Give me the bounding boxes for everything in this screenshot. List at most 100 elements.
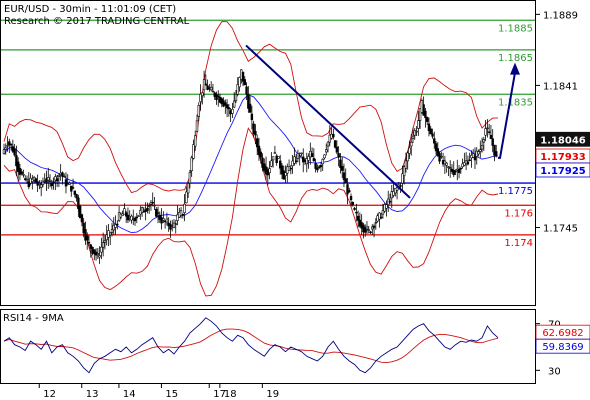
candle-body	[114, 224, 117, 228]
candle-body	[293, 156, 296, 164]
candle-body	[332, 133, 335, 138]
candle-body	[194, 135, 197, 147]
candle-body	[93, 249, 96, 255]
candle-body	[179, 210, 183, 216]
candle-body	[289, 167, 293, 170]
candle-body	[103, 240, 107, 243]
candle-body	[87, 241, 91, 244]
candle-body	[294, 160, 298, 162]
candle-body	[466, 161, 470, 165]
candle-body	[314, 163, 317, 169]
candle-body	[273, 152, 277, 154]
candle-body	[431, 133, 434, 137]
candle-body	[38, 183, 41, 185]
candle-body	[468, 159, 471, 161]
candle-body	[140, 207, 144, 213]
candle-body	[348, 190, 351, 193]
candle-body	[298, 155, 301, 157]
candle-body	[365, 226, 369, 230]
price-tags: 1.18046 1.17933 1.17925	[535, 131, 590, 178]
price-tag-box	[535, 131, 590, 147]
candle-body	[257, 145, 261, 156]
candle-body	[174, 223, 177, 225]
candle-body	[137, 215, 140, 217]
rsi-tag-62.6982: 62.6982	[542, 328, 583, 339]
candle-body	[100, 246, 103, 253]
candle-body	[8, 141, 11, 146]
candle-body	[307, 156, 310, 161]
candle-body	[413, 130, 416, 136]
candle-body	[61, 172, 64, 177]
candle-body	[305, 158, 308, 165]
candle-body	[225, 104, 229, 109]
candle-body	[367, 229, 370, 231]
candle-body	[4, 147, 7, 150]
price-levels: 1.1885 1.1865 1.1835 1.1775 1.176 1.174	[1, 19, 535, 249]
candle-body	[491, 138, 494, 146]
candle-body	[63, 175, 66, 178]
candle-body	[6, 145, 9, 147]
candle-body	[392, 191, 395, 196]
candle-body	[16, 161, 20, 172]
candle-body	[399, 185, 402, 187]
candle-body	[300, 152, 303, 155]
candle-body	[440, 155, 443, 158]
candle-body	[185, 191, 188, 204]
candle-body	[78, 205, 82, 219]
downtrend-line	[245, 44, 411, 199]
candle-body	[96, 253, 100, 255]
candle-body	[372, 225, 376, 228]
candle-body	[378, 212, 381, 220]
candle-body	[277, 156, 280, 159]
candle-body	[186, 183, 190, 194]
candle-body	[188, 172, 192, 184]
candle-body	[410, 141, 413, 147]
candle-body	[477, 151, 480, 155]
time-axis-label-12: 12	[43, 389, 56, 400]
candle-body	[268, 168, 271, 174]
candle-body	[71, 187, 75, 189]
candle-body	[236, 84, 239, 95]
candle-body	[55, 178, 59, 182]
candles	[2, 69, 498, 264]
candle-body	[169, 224, 172, 230]
candle-body	[479, 149, 482, 152]
candle-body	[110, 229, 114, 233]
price-tag-1.17925: 1.17925	[540, 166, 586, 177]
forecast-arrow-head	[510, 62, 520, 75]
candle-body	[457, 168, 461, 173]
candle-body	[176, 214, 179, 221]
candle-body	[333, 140, 337, 148]
candle-body	[326, 141, 330, 147]
candle-body	[480, 145, 484, 150]
candle-body	[351, 202, 355, 205]
candle-body	[443, 160, 447, 165]
time-axis-label-17: 17	[213, 389, 226, 400]
candle-body	[195, 120, 199, 132]
candle-body	[211, 90, 215, 93]
candle-body	[250, 113, 254, 121]
candle-body	[2, 149, 6, 154]
candle-body	[425, 117, 429, 122]
chart-header-line1: EUR/USD - 30min - 11:01:09 (CET)	[4, 4, 176, 15]
candle-body	[312, 158, 316, 162]
candle-body	[75, 194, 78, 199]
candle-body	[402, 166, 406, 176]
rsi-panel-frame	[0, 309, 536, 384]
candle-body	[415, 130, 418, 133]
candle-body	[371, 226, 374, 230]
candle-body	[68, 182, 71, 185]
candle-body	[227, 107, 231, 110]
rsi-tag-59.8369: 59.8369	[542, 342, 583, 353]
candle-body	[9, 143, 13, 146]
candle-body	[356, 215, 360, 221]
candle-body	[15, 155, 18, 167]
candle-body	[342, 172, 346, 180]
candle-body	[234, 94, 238, 101]
candle-body	[385, 204, 388, 209]
candle-body	[151, 202, 154, 204]
candle-body	[353, 207, 356, 210]
candle-body	[337, 153, 340, 158]
time-axis-label-19: 19	[266, 389, 279, 400]
price-tag-box	[535, 162, 590, 178]
